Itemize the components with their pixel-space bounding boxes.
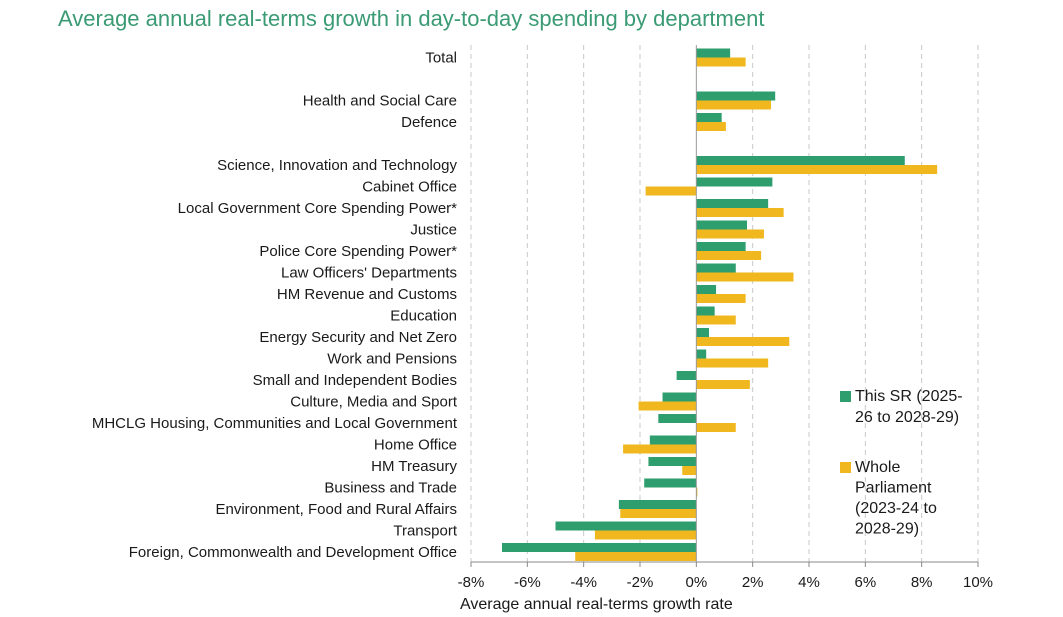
x-tick-label: -4%	[570, 574, 597, 591]
category-label: Transport	[393, 523, 457, 540]
bar-this-sr	[696, 199, 769, 208]
tick-labels: -8% -6% -4% -2% 0% 2% 4% 6% 8% 10%	[458, 574, 993, 591]
x-tick-label: 10%	[963, 574, 993, 591]
bar-whole-parliament	[696, 165, 938, 174]
bar-whole-parliament	[696, 229, 764, 239]
category-label: Small and Independent Bodies	[253, 372, 457, 389]
bar-whole-parliament	[696, 57, 746, 67]
bar-whole-parliament	[696, 251, 762, 260]
bar-whole-parliament	[620, 509, 697, 518]
category-label: Foreign, Commonwealth and Development Of…	[129, 544, 457, 561]
bar-whole-parliament	[682, 466, 697, 475]
bar-this-sr	[662, 392, 697, 402]
category-label: MHCLG Housing, Communities and Local Gov…	[92, 415, 458, 432]
legend-label-whole-parliament: Parliament	[855, 480, 932, 497]
bar-whole-parliament	[594, 530, 697, 540]
bar-this-sr	[696, 220, 748, 230]
bar-whole-parliament	[696, 423, 736, 432]
category-label: Business and Trade	[324, 480, 457, 497]
x-tick-label: -6%	[514, 574, 541, 591]
bar-this-sr	[555, 521, 697, 531]
bar-whole-parliament	[575, 552, 697, 561]
x-tick-label: -8%	[458, 574, 485, 591]
category-label: Local Government Core Spending Power*	[178, 200, 457, 217]
bar-whole-parliament	[696, 208, 784, 217]
bar-this-sr	[696, 285, 717, 294]
bar-this-sr	[696, 242, 746, 251]
bar-this-sr	[644, 478, 697, 488]
category-label: Health and Social Care	[303, 93, 457, 110]
bar-whole-parliament	[696, 100, 771, 110]
bar-whole-parliament	[696, 294, 746, 303]
category-label: Education	[390, 308, 457, 325]
axes	[470, 45, 979, 567]
x-tick-label: 6%	[854, 574, 876, 591]
bar-this-sr	[696, 328, 710, 337]
x-axis-title: Average annual real-terms growth rate	[460, 596, 733, 613]
bar-this-sr	[696, 113, 722, 122]
category-label: Culture, Media and Sport	[290, 394, 458, 411]
category-label: Work and Pensions	[327, 351, 457, 368]
bar-whole-parliament	[696, 315, 736, 325]
legend-label-whole-parliament: 2028-29)	[855, 521, 919, 538]
legend-label-whole-parliament: (2023-24 to	[855, 500, 937, 517]
bar-this-sr	[696, 177, 773, 187]
legend-swatch-whole-parliament	[840, 462, 851, 473]
category-label: Science, Innovation and Technology	[217, 157, 457, 174]
x-tick-label: 2%	[742, 574, 764, 591]
bar-whole-parliament	[696, 272, 794, 282]
category-label: Police Core Spending Power*	[259, 243, 457, 260]
bar-this-sr	[649, 435, 697, 445]
bar-whole-parliament	[696, 337, 790, 346]
category-label: Home Office	[374, 437, 457, 454]
category-label: Defence	[401, 114, 457, 131]
category-label: Energy Security and Net Zero	[259, 329, 457, 346]
legend-label-this-sr: This SR (2025-	[855, 388, 963, 405]
bar-whole-parliament	[696, 122, 726, 131]
bar-this-sr	[648, 457, 697, 466]
bar-this-sr	[696, 349, 707, 359]
bar-this-sr	[658, 414, 697, 423]
bar-whole-parliament	[623, 444, 697, 454]
category-label: Cabinet Office	[362, 179, 457, 196]
category-label: Environment, Food and Rural Affairs	[215, 501, 457, 518]
legend-swatch-this-sr	[840, 391, 851, 402]
legend-label-whole-parliament: Whole	[855, 459, 900, 476]
x-tick-label: 8%	[911, 574, 933, 591]
bar-this-sr	[696, 263, 736, 273]
category-label: HM Treasury	[371, 458, 457, 475]
bar-whole-parliament	[638, 401, 697, 411]
x-tick-label: 4%	[798, 574, 820, 591]
bar-this-sr	[618, 500, 697, 509]
bar-this-sr	[696, 48, 731, 58]
category-label: Law Officers' Departments	[281, 265, 457, 282]
bar-whole-parliament	[645, 186, 697, 196]
x-tick-label: -2%	[627, 574, 654, 591]
category-label: Justice	[410, 222, 457, 239]
bar-this-sr	[696, 306, 715, 316]
category-labels: Total Health and Social Care Defence Scienc…	[92, 50, 458, 562]
bar-this-sr	[696, 156, 905, 165]
bars	[501, 48, 938, 561]
bar-this-sr	[676, 371, 697, 380]
bar-this-sr	[501, 543, 697, 552]
chart-title: Average annual real-terms growth in day-…	[58, 6, 765, 31]
category-label: Total	[425, 50, 457, 67]
x-tick-label: 0%	[685, 574, 707, 591]
bar-this-sr	[696, 91, 776, 101]
category-label: HM Revenue and Customs	[277, 286, 457, 303]
legend: This SR (2025- 26 to 2028-29) Whole Parliam…	[840, 388, 963, 538]
legend-label-this-sr: 26 to 2028-29)	[855, 409, 959, 426]
bar-whole-parliament	[696, 358, 769, 368]
bar-whole-parliament	[696, 380, 750, 389]
